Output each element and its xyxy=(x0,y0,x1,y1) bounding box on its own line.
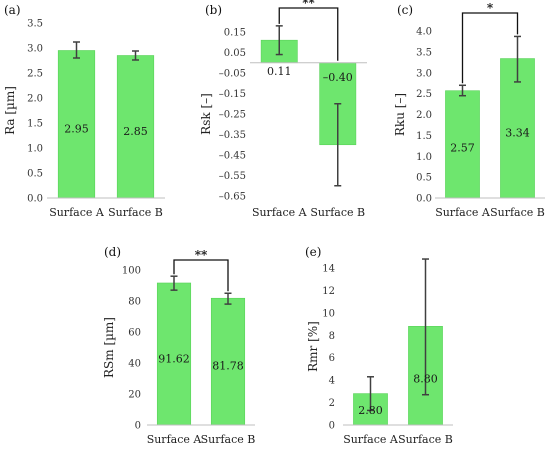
category-label: Surface B xyxy=(201,433,256,446)
chart-panel-e: (e) Rmr [%] 0 2 4 6 8 10 12 14 2.80 8.80 Surface A Su… xyxy=(305,245,453,446)
y-tick-label: 3.5 xyxy=(416,47,432,58)
category-label: Surface A xyxy=(252,206,308,219)
y-tick-label: –0.65 xyxy=(219,192,246,203)
y-tick-label: 0.5 xyxy=(27,169,43,180)
data-label: 91.62 xyxy=(158,352,190,365)
category-label: Surface A xyxy=(343,433,399,446)
data-label: 8.80 xyxy=(413,373,438,386)
y-tick-label: 0.0 xyxy=(416,194,432,205)
chart-panel-a: (a) Ra [µm] 0.0 0.5 1.0 1.5 2.0 2.5 3.0 3.5 2.95 2.… xyxy=(3,3,165,219)
chart-panel-d: (d) RSm [µm] 0 20 40 60 80 100 91.62 81.78 Surface… xyxy=(102,245,255,446)
significance-marker: * xyxy=(487,1,494,15)
data-label: –0.40 xyxy=(323,71,353,84)
y-tick-label: 2.5 xyxy=(27,69,43,80)
y-tick-label: 0 xyxy=(135,421,141,432)
y-tick-label: 1.0 xyxy=(27,144,43,155)
data-label: 2.85 xyxy=(123,125,148,138)
data-label: 0.11 xyxy=(267,65,292,78)
y-axis-label: Ra [µm] xyxy=(3,86,17,135)
y-tick-label: 0.0 xyxy=(27,194,43,205)
significance-bracket xyxy=(173,259,229,292)
significance-bracket xyxy=(461,12,519,84)
significance-marker: ** xyxy=(302,0,315,10)
y-axis-label: Rku [–] xyxy=(393,93,407,136)
y-tick-label: 10 xyxy=(322,308,335,319)
y-tick-label: 0.15 xyxy=(224,28,246,39)
y-tick-label: –0.15 xyxy=(219,89,246,100)
bar xyxy=(445,90,480,199)
bar xyxy=(57,50,96,199)
y-tick-label: 2.0 xyxy=(416,110,432,121)
panel-label: (b) xyxy=(205,3,222,17)
y-tick-label: 3.0 xyxy=(416,68,432,79)
y-tick-label: –0.35 xyxy=(219,130,246,141)
bar xyxy=(156,282,192,426)
category-label: Surface A xyxy=(435,206,491,219)
y-tick-label: 8 xyxy=(329,331,335,342)
y-tick-label: 1.5 xyxy=(27,119,43,130)
y-tick-label: 2.0 xyxy=(27,94,43,105)
y-tick-label: 2.5 xyxy=(416,89,432,100)
data-label: 3.34 xyxy=(505,126,530,139)
data-label: 2.80 xyxy=(358,404,383,417)
y-tick-label: 1.0 xyxy=(416,152,432,163)
y-tick-label: 40 xyxy=(128,359,141,370)
y-tick-label: 14 xyxy=(322,264,335,275)
significance-bracket xyxy=(278,7,339,61)
y-tick-label: 1.5 xyxy=(416,131,432,142)
y-tick-label: 20 xyxy=(128,390,141,401)
panel-label: (e) xyxy=(305,245,321,259)
y-tick-label: 80 xyxy=(128,297,141,308)
category-label: Surface B xyxy=(310,206,365,219)
panel-label: (d) xyxy=(104,245,121,259)
y-tick-label: 12 xyxy=(322,286,335,297)
y-tick-label: 0.05 xyxy=(224,48,246,59)
y-tick-label: 6 xyxy=(329,353,335,364)
category-label: Surface B xyxy=(108,206,163,219)
significance-marker: ** xyxy=(195,248,208,262)
panel-label: (a) xyxy=(4,3,21,17)
panel-label: (c) xyxy=(397,3,413,17)
y-tick-label: –0.55 xyxy=(219,171,246,182)
data-label: 2.95 xyxy=(64,123,89,136)
y-tick-label: 60 xyxy=(128,328,141,339)
chart-panel-b: (b) Rsk [–] 0.15 0.05 –0.05 –0.15 –0.25 –0.35 –0… xyxy=(199,0,367,219)
y-tick-label: –0.25 xyxy=(219,110,246,121)
y-axis-label: Rsk [–] xyxy=(199,93,213,135)
category-label: Surface A xyxy=(49,206,105,219)
y-tick-label: 100 xyxy=(122,266,141,277)
y-tick-label: –0.05 xyxy=(219,69,246,80)
category-label: Surface A xyxy=(147,433,203,446)
chart-panel-c: (c) Rku [–] 0.0 0.5 1.0 1.5 2.0 2.5 3.0 3.5 4.0 2.5… xyxy=(393,1,545,219)
y-tick-label: 0 xyxy=(329,421,335,432)
y-tick-label: –0.45 xyxy=(219,151,246,162)
bar xyxy=(210,297,246,426)
data-label: 81.78 xyxy=(212,359,244,372)
category-label: Surface B xyxy=(398,433,453,446)
data-label: 2.57 xyxy=(450,142,475,155)
y-axis-label: RSm [µm] xyxy=(102,317,116,378)
y-tick-label: 3.0 xyxy=(27,44,43,55)
y-axis-label: Rmr [%] xyxy=(306,321,320,372)
y-tick-label: 4 xyxy=(329,376,335,387)
category-label: Surface B xyxy=(490,206,545,219)
bar xyxy=(116,55,155,199)
y-tick-label: 3.5 xyxy=(27,19,43,30)
y-tick-label: 4.0 xyxy=(416,27,432,38)
y-tick-label: 0.5 xyxy=(416,173,432,184)
y-tick-label: 2 xyxy=(329,398,335,409)
